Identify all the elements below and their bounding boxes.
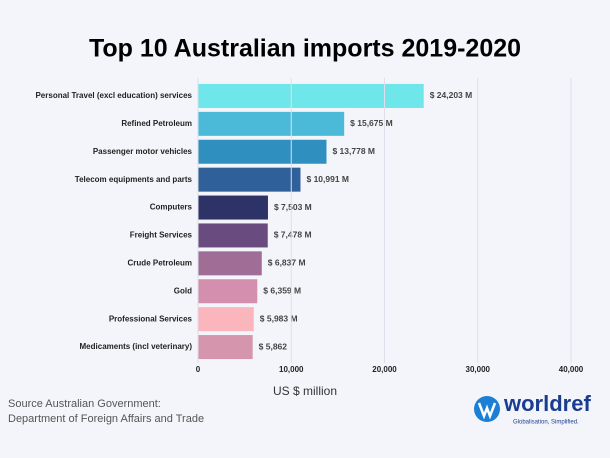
x-axis-label: US $ million [273,384,337,398]
value-label: $ 24,203 M [430,90,473,100]
x-tick-label: 10,000 [279,365,304,374]
chart-title: Top 10 Australian imports 2019-2020 [89,35,521,63]
bar [198,279,258,304]
y-tick-label: Medicaments (incl veterinary) [80,342,193,351]
logo: worldref Globalisation, Simplified. [474,391,591,426]
logo-icon [477,402,497,420]
y-tick-label: Passenger motor vehicles [93,147,193,156]
bar [198,223,268,248]
value-label: $ 6,359 M [263,286,301,296]
value-label: $ 10,991 M [306,174,349,184]
bar [198,111,345,136]
y-tick-label: Computers [150,203,193,212]
value-label: $ 7,503 M [274,202,312,212]
bar [198,167,301,192]
value-label: $ 7,478 M [274,230,312,240]
bar [198,195,268,220]
value-label: $ 6,837 M [268,258,306,268]
x-tick-label: 0 [196,365,201,374]
x-tick-label: 20,000 [372,365,397,374]
x-tick-label: 30,000 [466,365,491,374]
value-label: $ 15,675 M [350,118,393,128]
source: Department of Foreign Affairs and Trade [8,413,204,425]
value-label: $ 13,778 M [332,146,375,156]
bar [198,307,254,332]
bar [198,139,327,164]
bar [198,83,424,108]
y-tick-label: Refined Petroleum [121,119,192,128]
y-tick-label: Telecom equipments and parts [75,175,193,184]
x-tick-label: 40,000 [559,365,584,374]
y-tick-label: Professional Services [109,314,193,323]
y-tick-label: Gold [174,286,192,295]
value-label: $ 5,862 [259,341,288,351]
bar [198,335,253,360]
y-tick-label: Personal Travel (excl education) service… [35,91,192,100]
y-tick-label: Freight Services [130,231,193,240]
bar [198,251,262,276]
source: Source Australian Government: [8,398,161,410]
value-label: $ 5,983 M [260,313,298,323]
brand-name: worldref [503,391,591,416]
y-tick-label: Crude Petroleum [128,258,192,267]
brand-tagline: Globalisation, Simplified. [513,420,579,426]
